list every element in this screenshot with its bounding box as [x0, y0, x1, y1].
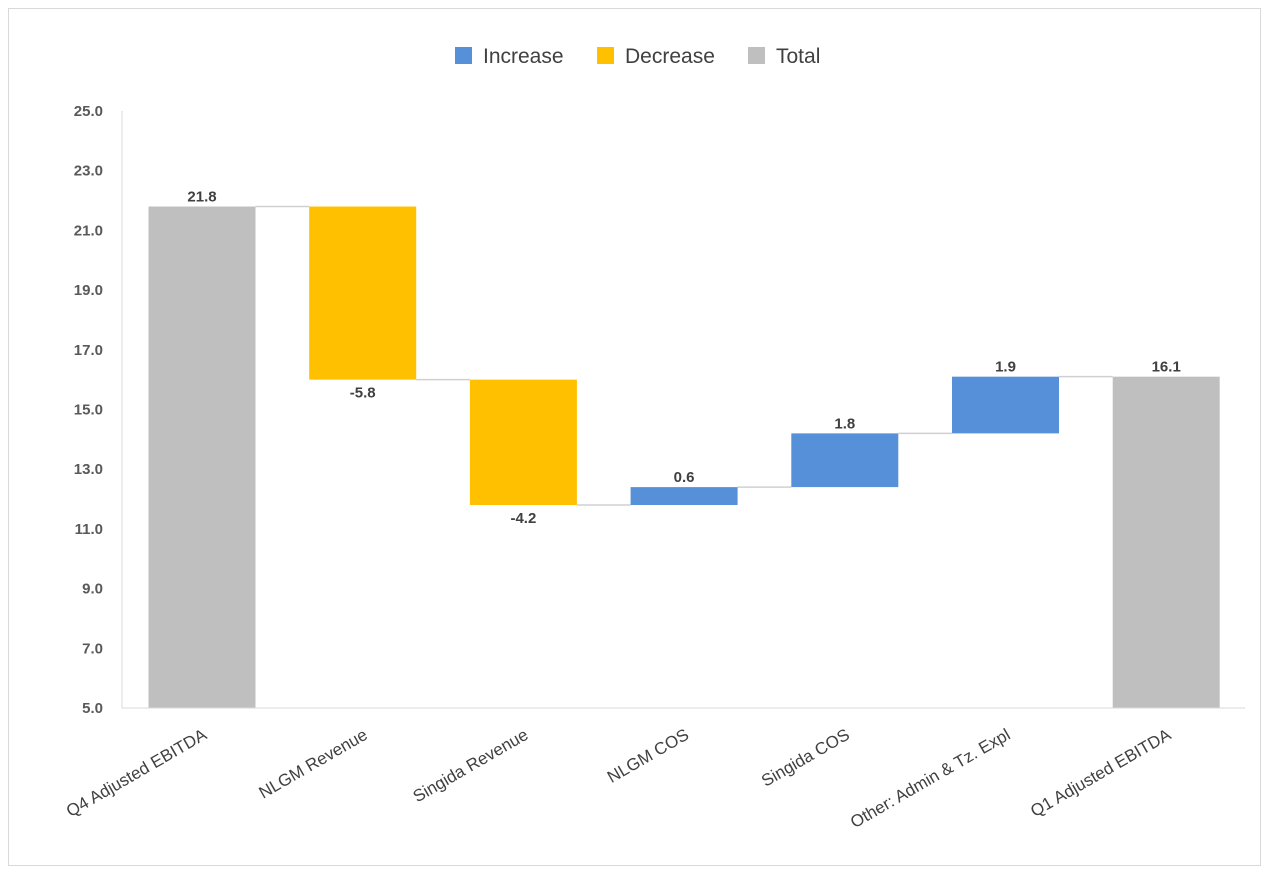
bar-total: [1112, 376, 1220, 708]
x-category-label: Singida Revenue: [410, 725, 532, 806]
bar-decrease: [309, 206, 417, 380]
x-category-label: NLGM Revenue: [256, 725, 371, 802]
legend-swatch-decrease: [597, 47, 614, 64]
y-tick-label: 13.0: [74, 461, 103, 478]
y-tick-label: 5.0: [82, 700, 103, 717]
connector-lines: [255, 205, 1113, 506]
data-label: -4.2: [510, 510, 536, 527]
y-tick-label: 7.0: [82, 640, 103, 657]
y-tick-label: 15.0: [74, 402, 103, 419]
legend-label-increase: Increase: [483, 45, 564, 68]
x-category-label: NLGM COS: [604, 725, 692, 787]
y-tick-label: 21.0: [74, 222, 103, 239]
x-category-label: Q1 Adjusted EBITDA: [1027, 725, 1175, 821]
data-label: -5.8: [350, 385, 376, 402]
y-tick-label: 23.0: [74, 163, 103, 180]
y-tick-label: 25.0: [74, 103, 103, 120]
data-label: 0.6: [674, 469, 695, 486]
bar-total: [148, 206, 256, 708]
data-labels: 21.8 -5.8 -4.2 0.6 1.8 1.9 16.1: [187, 189, 1180, 528]
bar-increase: [791, 433, 899, 488]
y-tick-label: 17.0: [74, 342, 103, 359]
legend: Increase Decrease Total: [455, 45, 820, 68]
x-axis: Q4 Adjusted EBITDA NLGM Revenue Singida Re…: [63, 707, 1245, 832]
bars: [148, 206, 1220, 708]
bar-increase: [952, 376, 1059, 434]
x-category-label: Singida COS: [758, 725, 853, 791]
legend-label-total: Total: [776, 45, 820, 68]
data-label: 21.8: [187, 189, 216, 206]
legend-label-decrease: Decrease: [625, 45, 715, 68]
x-category-label: Other: Admin & Tz. Expl: [847, 725, 1013, 832]
legend-swatch-total: [748, 47, 765, 64]
y-tick-label: 19.0: [74, 282, 103, 299]
y-axis: 5.0 7.0 9.0 11.0 13.0 15.0 17.0 19.0 21.0 23.0 25.…: [74, 103, 123, 717]
data-label: 1.9: [995, 359, 1016, 376]
data-label: 1.8: [834, 415, 855, 432]
bar-increase: [630, 487, 738, 506]
x-category-label: Q4 Adjusted EBITDA: [63, 725, 211, 821]
y-tick-label: 9.0: [82, 581, 103, 598]
legend-swatch-increase: [455, 47, 472, 64]
y-tick-label: 11.0: [75, 521, 103, 538]
bar-decrease: [469, 379, 577, 506]
data-label: 16.1: [1152, 359, 1181, 376]
